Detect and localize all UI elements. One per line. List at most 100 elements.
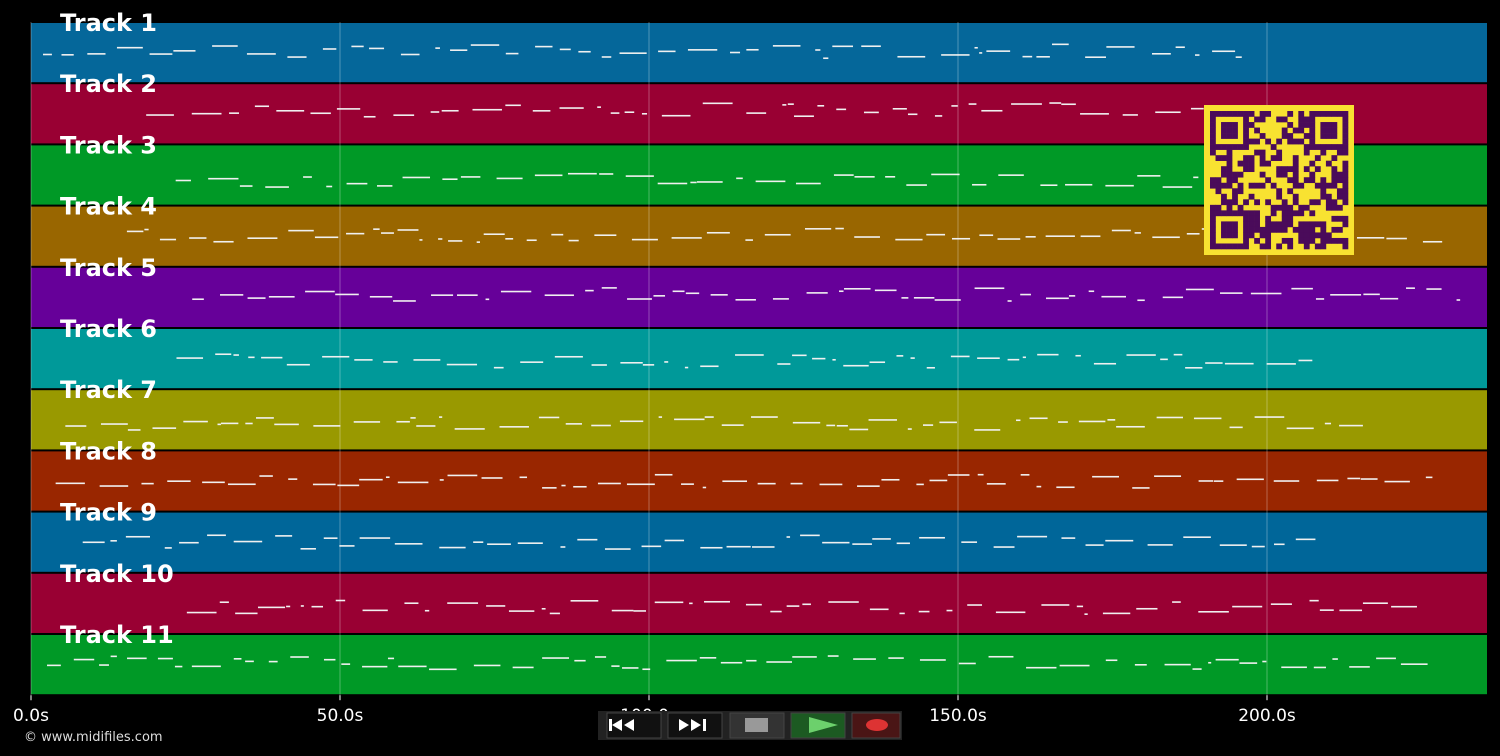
note: [658, 416, 663, 418]
note: [591, 364, 607, 366]
note: [704, 416, 714, 418]
note: [828, 601, 859, 603]
note: [207, 534, 226, 537]
qr-module: [1331, 144, 1338, 150]
note: [127, 657, 147, 660]
note: [1183, 536, 1211, 538]
qr-module: [1309, 160, 1316, 167]
note: [926, 366, 935, 369]
qr-module: [1243, 166, 1249, 173]
note: [439, 546, 466, 549]
qr-module: [1287, 204, 1294, 211]
note: [1224, 362, 1254, 365]
qr-module: [1281, 171, 1288, 178]
record-button[interactable]: [851, 712, 901, 739]
qr-module: [1320, 111, 1327, 117]
note: [699, 657, 717, 659]
note: [1193, 176, 1199, 179]
note: [872, 538, 891, 540]
note: [1360, 478, 1378, 480]
qr-module: [1281, 133, 1288, 139]
note: [542, 657, 570, 659]
note: [179, 541, 199, 544]
qr-module: [1342, 138, 1349, 145]
note: [397, 229, 419, 231]
qr-module: [1237, 204, 1244, 211]
note: [832, 358, 836, 361]
qr-module: [1243, 160, 1249, 167]
qr-module: [1303, 144, 1310, 150]
qr-module: [1320, 221, 1327, 228]
qr-module: [1226, 210, 1233, 217]
stop-button[interactable]: [729, 712, 785, 739]
note: [1313, 666, 1326, 669]
qr-module: [1210, 226, 1216, 233]
forward-button[interactable]: [667, 712, 723, 739]
note: [346, 232, 365, 235]
qr-module: [1210, 144, 1216, 150]
note: [1040, 184, 1058, 187]
track-row: [31, 635, 1487, 695]
note: [631, 238, 658, 241]
qr-module: [1232, 171, 1238, 178]
note: [700, 546, 723, 549]
note: [641, 545, 662, 548]
note: [505, 52, 519, 55]
qr-module: [1336, 144, 1343, 150]
note: [55, 482, 85, 485]
note: [869, 361, 886, 364]
note: [1315, 298, 1325, 300]
note: [941, 54, 970, 56]
rewind-button[interactable]: [606, 712, 662, 739]
note: [901, 297, 909, 299]
note: [836, 424, 848, 427]
note: [657, 182, 688, 185]
note: [843, 364, 869, 367]
qr-module: [1292, 171, 1299, 178]
qr-module: [1221, 122, 1227, 128]
qr-module: [1248, 215, 1255, 222]
qr-module: [1287, 111, 1294, 117]
note: [1190, 107, 1204, 110]
qr-module: [1221, 171, 1227, 178]
note: [934, 115, 943, 117]
track-row: [31, 23, 1487, 83]
note: [146, 114, 174, 116]
note: [300, 605, 304, 607]
note: [916, 483, 924, 486]
note: [430, 111, 440, 113]
note: [248, 356, 255, 359]
note: [1198, 480, 1214, 482]
note: [549, 612, 560, 615]
note: [1162, 186, 1193, 188]
note: [481, 477, 503, 479]
note: [439, 416, 443, 418]
qr-code: [1204, 105, 1354, 255]
qr-module: [1226, 226, 1233, 233]
qr-module: [1298, 237, 1305, 244]
note: [257, 606, 286, 609]
qr-module: [1331, 166, 1338, 173]
note: [1339, 609, 1363, 612]
note: [233, 540, 263, 543]
qr-module: [1243, 111, 1249, 117]
qr-module: [1292, 155, 1299, 161]
qr-module: [1342, 182, 1349, 189]
qr-module: [1331, 111, 1338, 117]
note: [907, 428, 912, 430]
note: [1134, 663, 1147, 666]
note: [1192, 668, 1202, 670]
note: [979, 234, 994, 237]
track-label: Track 8: [60, 437, 157, 465]
note: [722, 480, 748, 483]
qr-module: [1232, 226, 1238, 233]
play-button[interactable]: [790, 712, 846, 739]
note: [99, 664, 109, 666]
qr-module: [1298, 182, 1305, 189]
qr-module: [1210, 177, 1216, 184]
note: [363, 115, 376, 118]
note: [1132, 487, 1150, 489]
qr-module: [1320, 226, 1327, 233]
qr-module: [1303, 243, 1310, 250]
qr-module: [1221, 133, 1227, 139]
